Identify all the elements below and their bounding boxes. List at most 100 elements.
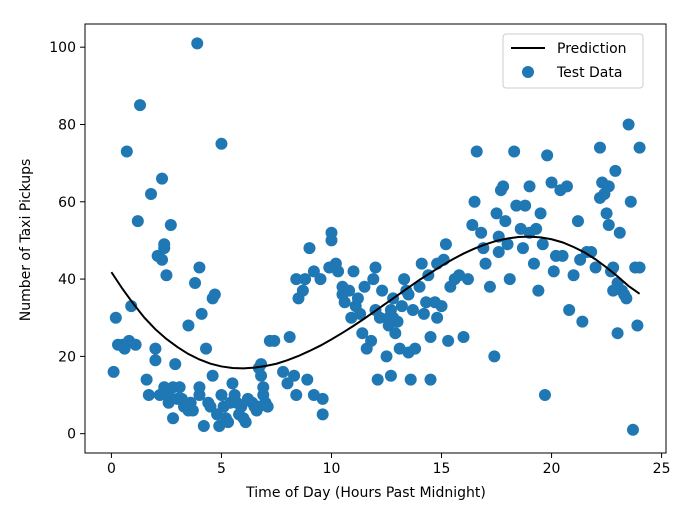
test-data-point (365, 334, 378, 347)
test-data-point (477, 242, 490, 255)
test-data-point (556, 249, 569, 262)
test-data-point (191, 37, 204, 50)
test-data-point (523, 180, 536, 193)
test-data-point (602, 180, 615, 193)
test-data-point (534, 207, 547, 220)
test-data-point (226, 377, 239, 390)
test-data-point (461, 273, 474, 286)
test-data-point (167, 412, 180, 425)
test-data-point (371, 373, 384, 386)
test-data-point (347, 265, 360, 278)
y-tick-label: 80 (58, 117, 76, 133)
test-data-point (488, 350, 501, 363)
test-data-point (532, 284, 545, 297)
y-tick-label: 40 (58, 272, 76, 288)
test-data-point (424, 373, 437, 386)
test-data-point (303, 242, 316, 255)
test-data-point (332, 265, 345, 278)
test-data-point (415, 257, 428, 270)
test-data-point (442, 334, 455, 347)
y-axis-title: Number of Taxi Pickups (18, 159, 34, 322)
test-data-point (206, 369, 219, 382)
test-data-point (497, 180, 510, 193)
x-tick-label: 15 (433, 461, 451, 477)
test-data-point (316, 392, 329, 405)
test-data-point (413, 280, 426, 293)
test-data-point (316, 408, 329, 421)
test-data-point (301, 373, 314, 386)
test-data-point (369, 261, 382, 274)
plot-area-frame (84, 23, 667, 454)
test-data-point (406, 304, 419, 316)
test-data-point (626, 423, 639, 436)
test-data-point (508, 145, 521, 158)
test-data-point (131, 215, 144, 228)
prediction-line (110, 235, 641, 370)
test-data-point (545, 176, 558, 189)
test-data-point (633, 141, 646, 154)
test-data-point (499, 215, 512, 228)
test-data-point (470, 145, 483, 158)
test-data-point (417, 307, 430, 320)
test-data-point (424, 331, 437, 344)
test-data-point (195, 307, 208, 320)
test-data-point (567, 269, 580, 282)
test-data-point (600, 207, 613, 220)
test-data-point (156, 172, 169, 185)
x-tick-label: 25 (653, 461, 671, 477)
test-data-point (538, 389, 551, 402)
test-data-point (142, 389, 155, 402)
test-data-point (527, 257, 540, 270)
test-data-point (158, 238, 171, 251)
test-data-point (435, 300, 448, 313)
test-data-point (516, 242, 529, 255)
test-data-point (125, 300, 138, 313)
test-data-point (389, 327, 402, 340)
test-data-point (268, 334, 281, 347)
x-tick-label: 0 (107, 461, 116, 477)
test-data-point (468, 195, 481, 208)
legend: Prediction Test Data (502, 33, 644, 89)
test-data-point (358, 280, 371, 293)
test-data-point (492, 246, 505, 259)
test-data-point (420, 296, 433, 309)
test-data-point (145, 188, 158, 201)
test-data-point (354, 307, 367, 320)
test-data-point (140, 373, 153, 386)
test-data-point (200, 342, 213, 355)
test-data-point (109, 311, 122, 324)
x-axis: 0 5 10 15 20 25 (107, 453, 671, 477)
test-data-point (620, 292, 633, 305)
test-data-point (624, 195, 637, 208)
test-data-point (239, 416, 252, 429)
y-tick-label: 100 (49, 40, 76, 56)
test-data-point (404, 373, 417, 386)
test-data-point (189, 276, 202, 289)
test-data-point (255, 358, 268, 371)
test-data-point (156, 253, 169, 266)
test-data-point (314, 273, 327, 286)
test-data-point (193, 381, 206, 394)
legend-test-data-label: Test Data (556, 65, 622, 81)
test-data-point (503, 273, 516, 286)
test-data-point (288, 369, 301, 382)
test-data-point (398, 273, 411, 286)
test-data-point (483, 280, 496, 293)
test-data-point (351, 292, 364, 305)
test-data-point (541, 149, 554, 162)
test-data-point (501, 238, 514, 251)
y-tick-label: 0 (67, 427, 76, 443)
test-data-point (356, 327, 369, 340)
test-data-point (367, 273, 380, 286)
test-data-point (380, 350, 393, 363)
test-data-point (376, 284, 389, 297)
test-data-point (391, 315, 404, 328)
test-data-point (134, 99, 147, 112)
test-data-point (107, 365, 120, 378)
x-tick-label: 20 (543, 461, 561, 477)
test-data-point (593, 141, 606, 154)
test-data-point (631, 319, 644, 332)
test-data-point (193, 261, 206, 274)
test-data-point (457, 331, 470, 344)
test-data-point (257, 381, 270, 394)
